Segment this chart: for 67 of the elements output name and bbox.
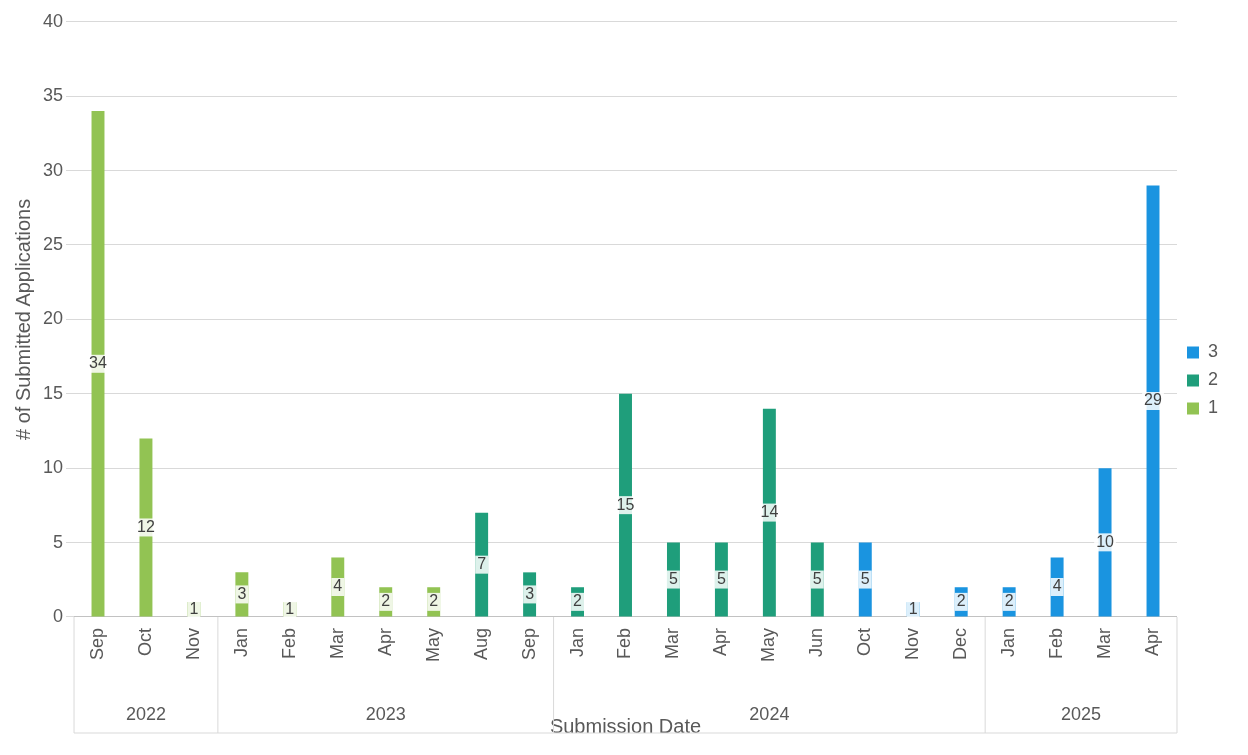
data-label: 5 — [812, 569, 822, 587]
bar — [139, 438, 153, 617]
bar — [762, 408, 776, 617]
y-tick-label: 20 — [42, 308, 64, 329]
y-tick-label: 30 — [42, 159, 64, 180]
x-tick-label: Jan — [998, 628, 1019, 658]
x-tick-label: Oct — [854, 628, 875, 657]
data-label: 7 — [477, 555, 487, 573]
bar — [619, 393, 632, 617]
data-label: 4 — [1052, 577, 1062, 595]
text: 2023 — [365, 703, 406, 724]
x-tick-label: May — [422, 628, 443, 663]
y-tick-label: 0 — [53, 605, 64, 626]
data-label: 15 — [616, 495, 635, 513]
y-tick-label: 40 — [42, 10, 64, 31]
y-tick-label: 10 — [42, 457, 64, 478]
x-tick-label: Nov — [902, 628, 923, 661]
x-tick-label: Feb — [614, 628, 635, 660]
x-tick-label: Feb — [1046, 628, 1067, 660]
y-tick-label: 35 — [42, 85, 64, 106]
x-tick-label: Apr — [374, 627, 395, 657]
x-tick-label: May — [758, 628, 779, 663]
x-tick-label: Jun — [806, 628, 827, 658]
x-tick-label: Feb — [278, 628, 299, 660]
y-tick-label: 15 — [42, 382, 64, 403]
text: 2022 — [125, 703, 166, 724]
x-tick-label: Dec — [950, 628, 971, 661]
text: 2025 — [1061, 703, 1102, 724]
data-label: 5 — [860, 569, 870, 587]
data-label: 29 — [1144, 391, 1163, 409]
x-tick-label: Jan — [566, 628, 587, 658]
x-axis-title: Submission Date — [549, 714, 702, 737]
x-tick-label: Jan — [230, 628, 251, 658]
x-tick-label: Sep — [518, 628, 539, 661]
data-label: 2 — [573, 592, 583, 610]
data-label: 2 — [429, 592, 439, 610]
x-tick-label: Mar — [326, 627, 347, 659]
data-label: 1 — [908, 599, 918, 617]
data-label: 5 — [669, 569, 679, 587]
data-label: 4 — [333, 577, 343, 595]
data-label: 34 — [89, 354, 107, 372]
y-axis-title: # of Submitted Applications — [11, 198, 34, 441]
x-tick-label: Aug — [470, 628, 491, 661]
legend-label: 2 — [1207, 369, 1218, 390]
x-tick-label: Mar — [1094, 627, 1115, 659]
data-label: 2 — [381, 592, 391, 610]
x-tick-label: Apr — [1141, 627, 1162, 657]
data-label: 12 — [137, 517, 155, 535]
data-label: 1 — [285, 599, 295, 617]
x-tick-label: Apr — [710, 627, 731, 657]
y-tick-label: 5 — [53, 531, 64, 552]
data-label: 2 — [1004, 592, 1014, 610]
data-label: 3 — [237, 584, 247, 602]
y-tick-label: 25 — [42, 233, 64, 254]
data-label: 3 — [525, 584, 535, 602]
x-tick-label: Mar — [662, 627, 683, 659]
data-label: 2 — [956, 592, 966, 610]
x-tick-label: Oct — [134, 628, 155, 657]
data-label: 5 — [716, 569, 726, 587]
data-label: 1 — [189, 599, 199, 617]
data-label: 10 — [1096, 532, 1115, 550]
text: 2024 — [749, 703, 790, 724]
x-tick-label: Sep — [86, 628, 107, 661]
legend-label: 3 — [1207, 341, 1218, 362]
data-label: 14 — [760, 502, 779, 520]
legend-label: 1 — [1207, 397, 1218, 418]
x-tick-label: Nov — [182, 628, 203, 661]
